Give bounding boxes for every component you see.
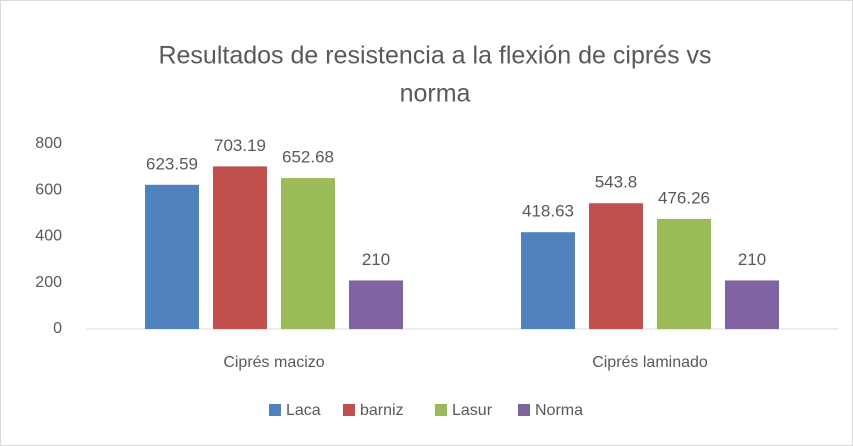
value-label: 703.19 [214, 136, 266, 155]
x-tick-label: Ciprés macizo [223, 354, 324, 371]
legend-label: barniz [360, 402, 404, 419]
value-label: 476.26 [658, 188, 710, 207]
y-tick-label: 0 [53, 320, 62, 337]
legend-swatch [343, 404, 355, 416]
value-label: 652.68 [282, 148, 334, 167]
legend-label: Norma [535, 402, 583, 419]
legend-swatch [435, 404, 447, 416]
bar [349, 280, 403, 329]
value-label: 418.63 [522, 202, 574, 221]
value-label: 543.8 [595, 173, 638, 192]
x-tick-label: Ciprés laminado [592, 354, 708, 371]
legend-label: Lasur [452, 402, 493, 419]
chart-title: Resultados de resistencia a la flexión d… [158, 42, 711, 70]
bar [145, 184, 199, 329]
legend-swatch [518, 404, 530, 416]
value-label: 210 [738, 250, 766, 269]
value-label: 623.59 [146, 154, 198, 173]
y-tick-label: 400 [35, 228, 62, 245]
bar [521, 232, 575, 329]
bar [725, 280, 779, 329]
y-tick-label: 800 [35, 135, 62, 152]
bar [281, 178, 335, 329]
bar [589, 203, 643, 329]
legend-swatch [269, 404, 281, 416]
legend-label: Laca [286, 402, 321, 419]
bar [657, 218, 711, 329]
y-tick-label: 200 [35, 274, 62, 291]
chart-title: norma [400, 80, 471, 108]
bar [213, 166, 267, 329]
y-tick-label: 600 [35, 181, 62, 198]
value-label: 210 [362, 250, 390, 269]
